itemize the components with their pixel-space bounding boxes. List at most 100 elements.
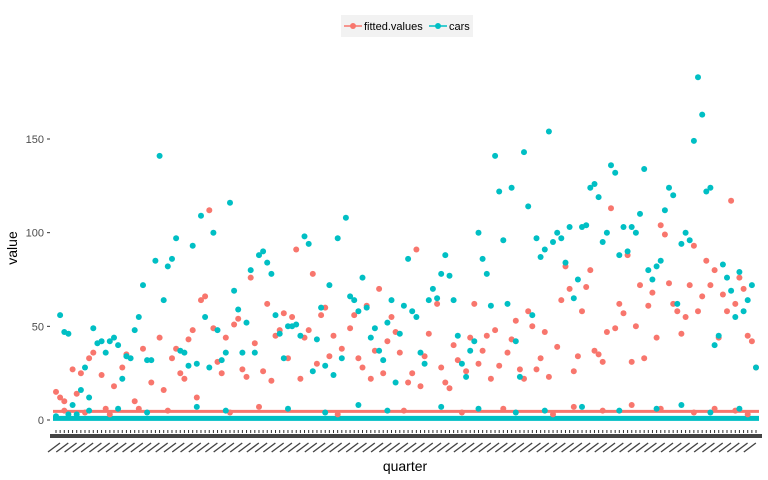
point-cars-36 (202, 314, 209, 320)
legend-label-fitted-values: fitted.values (364, 21, 423, 33)
point-cars-185 (616, 407, 623, 414)
point-cars-27 (164, 263, 171, 270)
x-tick-label-mark-153 (677, 442, 691, 453)
x-tick-label-mark-29 (163, 442, 177, 453)
point-fitted-values-105 (566, 285, 573, 292)
point-cars-40 (218, 357, 225, 364)
point-cars-130 (591, 181, 598, 187)
point-cars-103 (479, 255, 486, 262)
point-cars-183 (541, 407, 548, 414)
y-tick-label-50: 50 (32, 321, 44, 333)
point-fitted-values-15 (148, 379, 155, 386)
point-cars-104 (483, 270, 490, 277)
point-cars-109 (504, 300, 511, 307)
point-fitted-values-24 (193, 394, 200, 401)
point-fitted-values-134 (686, 282, 693, 289)
point-fitted-values-131 (674, 308, 681, 315)
point-cars-41 (222, 349, 229, 356)
point-cars-70 (342, 214, 349, 221)
point-cars-116 (533, 235, 540, 242)
point-cars-13 (106, 338, 113, 345)
point-cars-45 (239, 349, 246, 356)
point-cars-76 (367, 334, 374, 341)
point-cars-108 (500, 237, 507, 244)
x-tick-label-mark-63 (304, 442, 318, 453)
point-cars-138 (624, 248, 631, 255)
x-tick-label-mark-61 (296, 442, 309, 453)
point-cars-189 (736, 405, 743, 412)
point-fitted-values-96 (525, 308, 532, 315)
x-tick-label-mark-103 (470, 442, 483, 453)
point-cars-71 (347, 293, 354, 300)
point-fitted-values-129 (666, 280, 672, 287)
point-fitted-values-167 (690, 409, 697, 416)
point-fitted-values-84 (471, 300, 478, 307)
point-fitted-values-47 (297, 375, 304, 382)
point-cars-21 (140, 282, 146, 289)
x-tick-label-mark-125 (561, 442, 575, 453)
x-tick-label-mark-73 (345, 442, 359, 453)
point-fitted-values-130 (670, 300, 677, 307)
point-fitted-values-132 (678, 330, 685, 337)
point-cars-80 (384, 319, 391, 326)
point-fitted-values-4 (73, 390, 80, 397)
point-cars-46 (243, 319, 250, 326)
y-tick-label-100: 100 (26, 228, 44, 240)
point-fitted-values-30 (218, 370, 225, 377)
point-cars-163 (728, 287, 735, 294)
point-fitted-values-140 (711, 267, 718, 274)
point-fitted-values-38 (260, 368, 267, 375)
x-tick-label-mark-109 (494, 442, 508, 453)
x-tick-label-mark-143 (635, 442, 649, 453)
point-cars-125 (570, 295, 577, 302)
point-cars-166 (740, 308, 747, 315)
point-fitted-values-43 (280, 310, 287, 317)
point-fitted-values-31 (222, 334, 229, 341)
point-cars-4 (69, 402, 76, 408)
x-tick-label-mark-135 (602, 442, 616, 453)
point-cars-83 (396, 330, 403, 337)
point-cars-124 (566, 224, 573, 230)
point-cars-122 (558, 235, 565, 242)
point-cars-31 (181, 349, 188, 356)
point-fitted-values-32 (231, 321, 238, 328)
x-tick-label-mark-117 (528, 442, 541, 453)
point-fitted-values-71 (409, 370, 416, 377)
point-cars-89 (421, 360, 428, 367)
point-fitted-values-164 (599, 407, 606, 414)
point-fitted-values-139 (707, 282, 714, 289)
x-tick-label-mark-51 (254, 442, 268, 453)
point-fitted-values-0 (53, 388, 59, 395)
point-fitted-values-170 (744, 411, 751, 418)
point-fitted-values-142 (719, 291, 726, 298)
point-cars-29 (173, 235, 180, 242)
point-cars-38 (210, 229, 217, 236)
x-tick-label-mark-123 (552, 442, 566, 453)
point-fitted-values-154 (135, 405, 142, 412)
point-fitted-values-109 (583, 284, 590, 290)
x-tick-label-mark-53 (262, 442, 276, 453)
point-cars-99 (463, 373, 470, 380)
point-fitted-values-136 (695, 308, 701, 315)
point-cars-12 (102, 349, 109, 356)
point-cars-42 (227, 199, 233, 206)
point-cars-143 (645, 267, 652, 274)
point-fitted-values-55 (330, 332, 337, 339)
point-fitted-values-133 (682, 314, 689, 320)
point-fitted-values-93 (512, 317, 519, 324)
x-tick-label-mark-137 (610, 442, 624, 453)
point-cars-37 (206, 364, 213, 371)
point-fitted-values-27 (206, 207, 213, 214)
point-fitted-values-153 (106, 411, 113, 418)
point-fitted-values-25 (198, 297, 204, 304)
point-fitted-values-35 (243, 373, 250, 380)
x-tick-label-mark-127 (569, 442, 583, 453)
x-tick-label-mark-39 (204, 442, 218, 453)
point-fitted-values-116 (612, 325, 619, 332)
point-fitted-values-83 (467, 334, 474, 341)
point-cars-112 (516, 373, 523, 380)
point-cars-90 (425, 297, 432, 304)
x-tick-label-mark-155 (685, 442, 699, 453)
point-fitted-values-37 (251, 340, 258, 347)
